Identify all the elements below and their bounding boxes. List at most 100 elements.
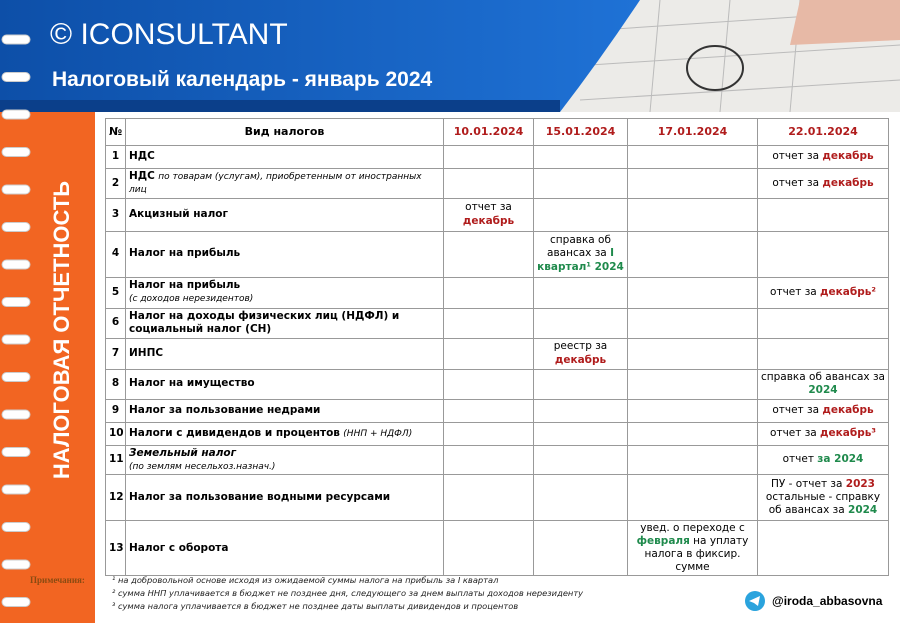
ring [1,484,31,495]
tax-name: Налог на имущество [125,368,444,400]
deadline-cell [533,421,628,446]
deadline-cell [627,230,758,278]
tax-name-text: Акцизный налог [129,207,228,220]
telegram-icon [745,591,765,611]
tax-name-text: Налог на имущество [129,377,255,390]
deadline-cell [627,444,758,475]
deadline-cell [533,519,628,577]
deadline-text: декабрь² [820,285,876,298]
row-number: 7 [105,337,126,370]
tax-note: по товарам (услугам), приобретенным от и… [129,172,422,196]
tax-name: Налог на прибыль (с доходов нерезидентов) [125,276,444,309]
deadline-cell [627,276,758,309]
tax-name-text: НДС [129,150,155,163]
ring [1,409,31,420]
deadline-text: февраля [636,535,690,547]
deadline-cell: отчет за декабрь [443,197,534,232]
deadline-text: отчет за [465,201,512,214]
ring [1,559,31,570]
tax-name-text: Налог за пользование недрами [129,403,321,416]
column-header: 22.01.2024 [757,118,889,146]
deadline-cell [627,398,758,423]
deadline-text: декабрь [462,214,515,227]
row-number: 10 [105,421,126,446]
column-header: Вид налогов [125,118,444,146]
tax-name: Налог за пользование водными ресурсами [125,473,444,521]
column-header: 15.01.2024 [533,118,628,146]
deadline-cell [443,519,534,577]
column-header: 10.01.2024 [443,118,534,146]
deadline-text: отчет за [770,426,821,439]
row: 12 Налог за пользование водными ресурсами… [105,473,889,521]
footnote: ¹ на добровольной основе исходя из ожида… [112,575,499,585]
deadline-text: декабрь [822,403,874,416]
tax-note: (ННП + НДФЛ) [343,428,413,439]
deadline-cell [443,145,534,169]
deadline-cell [443,337,534,370]
tax-name-text: Земельный налог [129,446,237,459]
row-number: 11 [105,444,126,475]
deadline-cell [627,368,758,400]
deadline-text: 2024 [848,503,878,516]
tax-table: № Вид налогов 10.01.2024 15.01.2024 17.01.20… [105,118,889,577]
deadline-cell [443,368,534,400]
deadline-text: 2024 [808,384,838,396]
ring [1,372,31,382]
deadline-text: отчет за [772,403,823,416]
row: 9 Налог за пользование недрами отчет за де… [105,398,889,423]
tax-name: Налог на прибыль [125,230,444,278]
deadline-cell: справка об авансах за 2024 [757,368,889,400]
row: 5 Налог на прибыль (с доходов нерезидентов… [105,276,889,309]
ring [1,447,31,457]
row: 6 Налог на доходы физических лиц (НДФЛ) и… [105,307,889,339]
ring [1,597,31,607]
deadline-cell: увед. о переходе с февраля на уплату нал… [627,519,758,577]
tax-name-text: Налог на доходы физических лиц (НДФЛ) и … [129,309,400,335]
tax-note: (по землям несельхоз.назнач.) [129,461,276,472]
tax-name-text: Налог с оборота [129,541,229,554]
deadline-text: отчет за [770,285,821,298]
row-number: 3 [105,197,126,232]
deadline-text: ПУ - отчет за [770,477,846,490]
deadline-cell: отчет за декабрь [757,168,889,199]
deadline-text: справка об авансах за [761,370,885,383]
row-number: 8 [105,368,126,400]
deadline-cell [533,473,628,521]
ring [1,72,31,82]
row: 7 ИНПС реестр за декабрь [105,337,889,370]
deadline-cell: отчет за декабрь [757,145,889,169]
deadline-cell [757,307,889,339]
deadline-cell [443,230,534,278]
deadline-cell [757,230,889,278]
tax-name: НДС [125,145,444,169]
tax-name: Акцизный налог [125,197,444,232]
row-number: 12 [105,473,126,521]
deadline-cell [533,145,628,169]
deadline-cell [443,444,534,475]
deadline-text: отчет за [772,176,823,189]
row: 4 Налог на прибыль справка об авансах за I… [105,230,889,278]
ring [1,184,31,195]
deadline-text: отчет за [772,150,823,163]
row: 8 Налог на имущество справка об авансах за… [105,368,889,400]
deadline-text: реестр за [553,340,608,353]
deadline-text: I квартал¹ 2024 [537,247,624,273]
tax-name: Налоги с дивидендов и процентов (ННП + Н… [125,421,444,446]
ring [1,522,31,532]
tax-name: НДС по товарам (услугам), приобретенным … [125,168,444,199]
deadline-cell [533,398,628,423]
notes-label: Примечания: [30,575,85,585]
tax-name: Налог с оборота [125,519,444,577]
deadline-cell: реестр за декабрь [533,337,628,370]
ring [1,297,31,307]
ring [1,259,31,270]
row-number: 4 [105,230,126,278]
deadline-text: увед. о переходе с [640,521,745,534]
deadline-cell [627,307,758,339]
deadline-cell [533,276,628,309]
row: 13 Налог с оборота увед. о переходе с февр… [105,519,889,577]
footnote: ³ сумма налога уплачивается в бюджет не … [112,601,519,611]
deadline-cell [757,337,889,370]
deadline-cell [443,398,534,423]
